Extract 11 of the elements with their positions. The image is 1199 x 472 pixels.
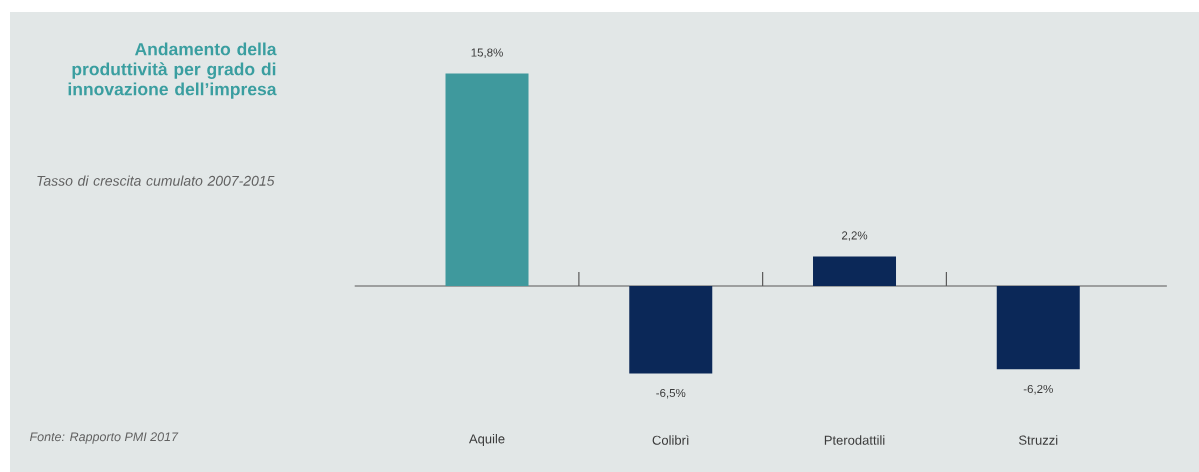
data-label: 15,8% bbox=[471, 48, 503, 58]
x-tick-label: Colibrì bbox=[652, 435, 689, 445]
x-tick-label: Aquile bbox=[468, 433, 505, 447]
x-tick-label: Pterodattili bbox=[824, 435, 885, 445]
data-label: 2,2% bbox=[841, 231, 868, 241]
x-tick-label: Struzzi bbox=[1018, 435, 1058, 445]
data-label: -6,2% bbox=[1023, 384, 1053, 395]
text: Andamento della produttività per grado di innovazione dell’impresa bbox=[68, 42, 277, 99]
text: Tasso di crescita cumulato 2007-2015 bbox=[37, 175, 275, 186]
source-note: Fonte: Rapporto PMI 2017 bbox=[29, 432, 179, 444]
data-label: -6,5% bbox=[656, 388, 686, 399]
